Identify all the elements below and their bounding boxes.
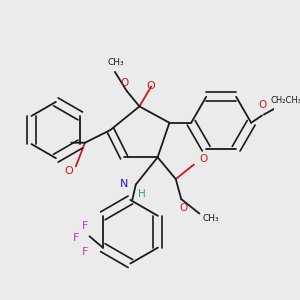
Text: O: O: [64, 166, 73, 176]
Text: O: O: [147, 81, 156, 92]
Text: F: F: [73, 233, 79, 243]
Text: CH₃: CH₃: [203, 214, 220, 223]
Text: O: O: [179, 203, 187, 213]
Text: O: O: [121, 78, 129, 88]
Text: F: F: [82, 221, 88, 231]
Text: F: F: [82, 247, 88, 257]
Text: O: O: [199, 154, 207, 164]
Text: CH₃: CH₃: [107, 58, 124, 67]
Text: H: H: [138, 189, 146, 199]
Text: CH₂CH₃: CH₂CH₃: [270, 97, 300, 106]
Text: N: N: [120, 178, 128, 189]
Text: O: O: [258, 100, 266, 110]
